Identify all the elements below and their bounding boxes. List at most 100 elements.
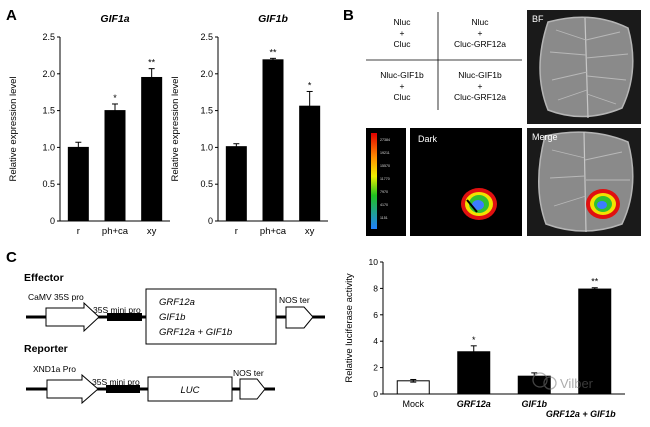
y-tick-label: 8	[373, 283, 378, 293]
y-tick-label: 2.5	[200, 32, 213, 42]
svg-text:7970: 7970	[380, 190, 388, 194]
y-axis-label: Relative expression level	[170, 76, 181, 181]
effector-gene-2: GIF1b	[159, 312, 185, 323]
bar	[141, 76, 163, 222]
panel-c-letter: C	[6, 249, 17, 266]
x-tick-label: GRF12a + GIF1b	[546, 409, 616, 419]
effector-gene-1: GRF12a	[159, 297, 195, 308]
x-tick-label: Mock	[402, 399, 424, 409]
merge-image: Merge	[527, 128, 641, 236]
grid-top-right: Nluc + Cluc-GRF12a	[454, 17, 506, 49]
interaction-grid: Nluc + Cluc Nluc + Cluc-GRF12a Nluc-GIF1…	[366, 12, 522, 110]
reporter-promoter-label: XND1a Pro	[33, 364, 76, 374]
reporter-mini-pro-label: 35S mini pro	[92, 377, 140, 387]
y-tick-label: 10	[369, 257, 379, 267]
chart-title: GIF1a	[100, 13, 129, 25]
colorbar: 27384 19211 15570 11770 7970 4170 1151	[366, 128, 406, 236]
svg-text:Nluc-GIF1b: Nluc-GIF1b	[380, 70, 424, 80]
bf-image: BF	[527, 10, 641, 124]
panel-a-letter: A	[6, 7, 17, 24]
x-tick-label: r	[77, 226, 80, 237]
bar	[396, 380, 430, 395]
svg-text:27384: 27384	[380, 138, 390, 142]
svg-text:11770: 11770	[380, 177, 390, 181]
effector-title: Effector	[24, 272, 64, 284]
y-tick-label: 0.5	[42, 179, 55, 189]
x-tick-label: ph+ca	[260, 226, 287, 237]
svg-text:1151: 1151	[380, 216, 388, 220]
bar	[578, 288, 612, 395]
y-axis-label: Relative luciferase activity	[344, 273, 355, 383]
x-tick-label: r	[235, 226, 238, 237]
svg-text:Nluc: Nluc	[471, 17, 489, 27]
svg-text:+: +	[478, 81, 483, 91]
dark-image: Dark	[410, 128, 522, 236]
svg-text:19211: 19211	[380, 151, 390, 155]
svg-text:Cluc-GRF12a: Cluc-GRF12a	[454, 39, 506, 49]
y-axis-label: Relative expression level	[8, 76, 19, 181]
reporter-construct: Reporter XND1a Pro 35S mini pro NOS ter …	[24, 343, 275, 405]
x-tick-label: ph+ca	[102, 226, 129, 237]
panel-b-letter: B	[343, 7, 354, 24]
svg-text:+: +	[400, 28, 405, 38]
grid-top-left: Nluc + Cluc	[393, 17, 411, 49]
y-tick-label: 1.5	[200, 106, 213, 116]
effector-terminator-label: NOS ter	[279, 295, 310, 305]
watermark: Vilber	[532, 372, 594, 391]
bar	[225, 146, 247, 222]
reporter-gene: LUC	[180, 385, 199, 396]
effector-mini-pro-label: 35S mini pro	[93, 305, 141, 315]
y-tick-label: 2	[373, 363, 378, 373]
y-tick-label: 1.0	[200, 142, 213, 152]
svg-text:+: +	[478, 28, 483, 38]
svg-text:Nluc: Nluc	[393, 17, 411, 27]
effector-gene-3: GRF12a + GIF1b	[159, 327, 232, 338]
y-tick-label: 1.5	[42, 106, 55, 116]
bar	[104, 110, 126, 222]
effector-promoter-label: CaMV 35S pro	[28, 292, 84, 302]
y-tick-label: 6	[373, 310, 378, 320]
bf-label: BF	[532, 14, 544, 24]
svg-text:Cluc: Cluc	[393, 39, 411, 49]
y-tick-label: 0	[373, 389, 378, 399]
svg-text:15570: 15570	[380, 164, 390, 168]
x-tick-label: xy	[305, 226, 315, 237]
bar	[262, 59, 284, 222]
x-tick-label: GRF12a	[457, 399, 491, 409]
dark-label: Dark	[418, 134, 438, 144]
svg-text:Cluc-GRF12a: Cluc-GRF12a	[454, 92, 506, 102]
svg-text:Cluc: Cluc	[393, 92, 411, 102]
significance-mark: *	[472, 335, 476, 345]
x-tick-label: xy	[147, 226, 157, 237]
y-tick-label: 0	[208, 216, 213, 226]
y-tick-label: 0.5	[200, 179, 213, 189]
watermark-text: Vilber	[560, 376, 594, 391]
chart-gif1a: GIF1a Relative expression level 0 0.5 1.0 1.5…	[8, 13, 170, 237]
svg-text:+: +	[400, 81, 405, 91]
reporter-title: Reporter	[24, 343, 68, 355]
y-tick-label: 1.0	[42, 142, 55, 152]
grid-bottom-left: Nluc-GIF1b + Cluc	[380, 70, 424, 102]
chart-gif1b: GIF1b Relative expression level 0 0.5 1.0 1.5…	[170, 13, 328, 237]
chart-title: GIF1b	[258, 13, 288, 25]
y-tick-label: 4	[373, 336, 378, 346]
bar	[299, 105, 321, 222]
bar	[457, 351, 491, 395]
significance-mark: **	[591, 277, 599, 287]
x-tick-label: GIF1b	[521, 399, 547, 409]
bar	[67, 146, 89, 222]
y-tick-label: 0	[50, 216, 55, 226]
significance-mark: **	[269, 47, 277, 57]
merge-label: Merge	[532, 132, 558, 142]
reporter-terminator-label: NOS ter	[233, 368, 264, 378]
svg-text:Nluc-GIF1b: Nluc-GIF1b	[458, 70, 502, 80]
significance-mark: *	[308, 80, 312, 90]
significance-mark: **	[148, 58, 156, 68]
grid-bottom-right: Nluc-GIF1b + Cluc-GRF12a	[454, 70, 506, 102]
y-tick-label: 2.0	[42, 69, 55, 79]
significance-mark: *	[113, 93, 117, 103]
y-tick-label: 2.5	[42, 32, 55, 42]
svg-text:4170: 4170	[380, 203, 388, 207]
chart-luciferase: Relative luciferase activity 0 2 4 6 8 10 Mock *…	[344, 257, 625, 419]
